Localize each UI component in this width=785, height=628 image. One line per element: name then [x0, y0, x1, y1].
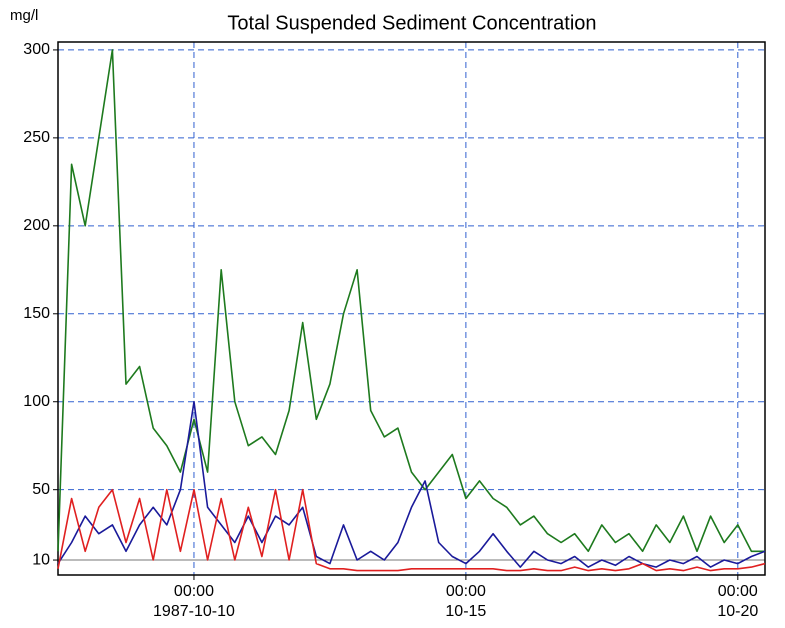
- series-line: [57, 488, 766, 572]
- y-axis-label: mg/l: [10, 7, 38, 24]
- y-tick-label: 300: [23, 41, 50, 58]
- chart-title: Total Suspended Sediment Concentration: [227, 12, 596, 34]
- plot-frame: [57, 41, 766, 576]
- y-tick-label: 200: [23, 217, 50, 234]
- x-tick-label: 00:00 1987-10-10: [153, 583, 235, 620]
- y-tick-label: 100: [23, 393, 50, 410]
- x-tick-label: 00:00 10-20: [717, 583, 759, 620]
- y-tick-label: 150: [23, 305, 50, 322]
- series-line: [57, 400, 766, 568]
- y-tick-label: 250: [23, 129, 50, 146]
- x-tick-label: 00:00 10-15: [445, 583, 487, 620]
- series-line: [57, 49, 765, 553]
- y-tick-label: 10: [32, 551, 50, 568]
- y-tick-label: 50: [32, 481, 50, 498]
